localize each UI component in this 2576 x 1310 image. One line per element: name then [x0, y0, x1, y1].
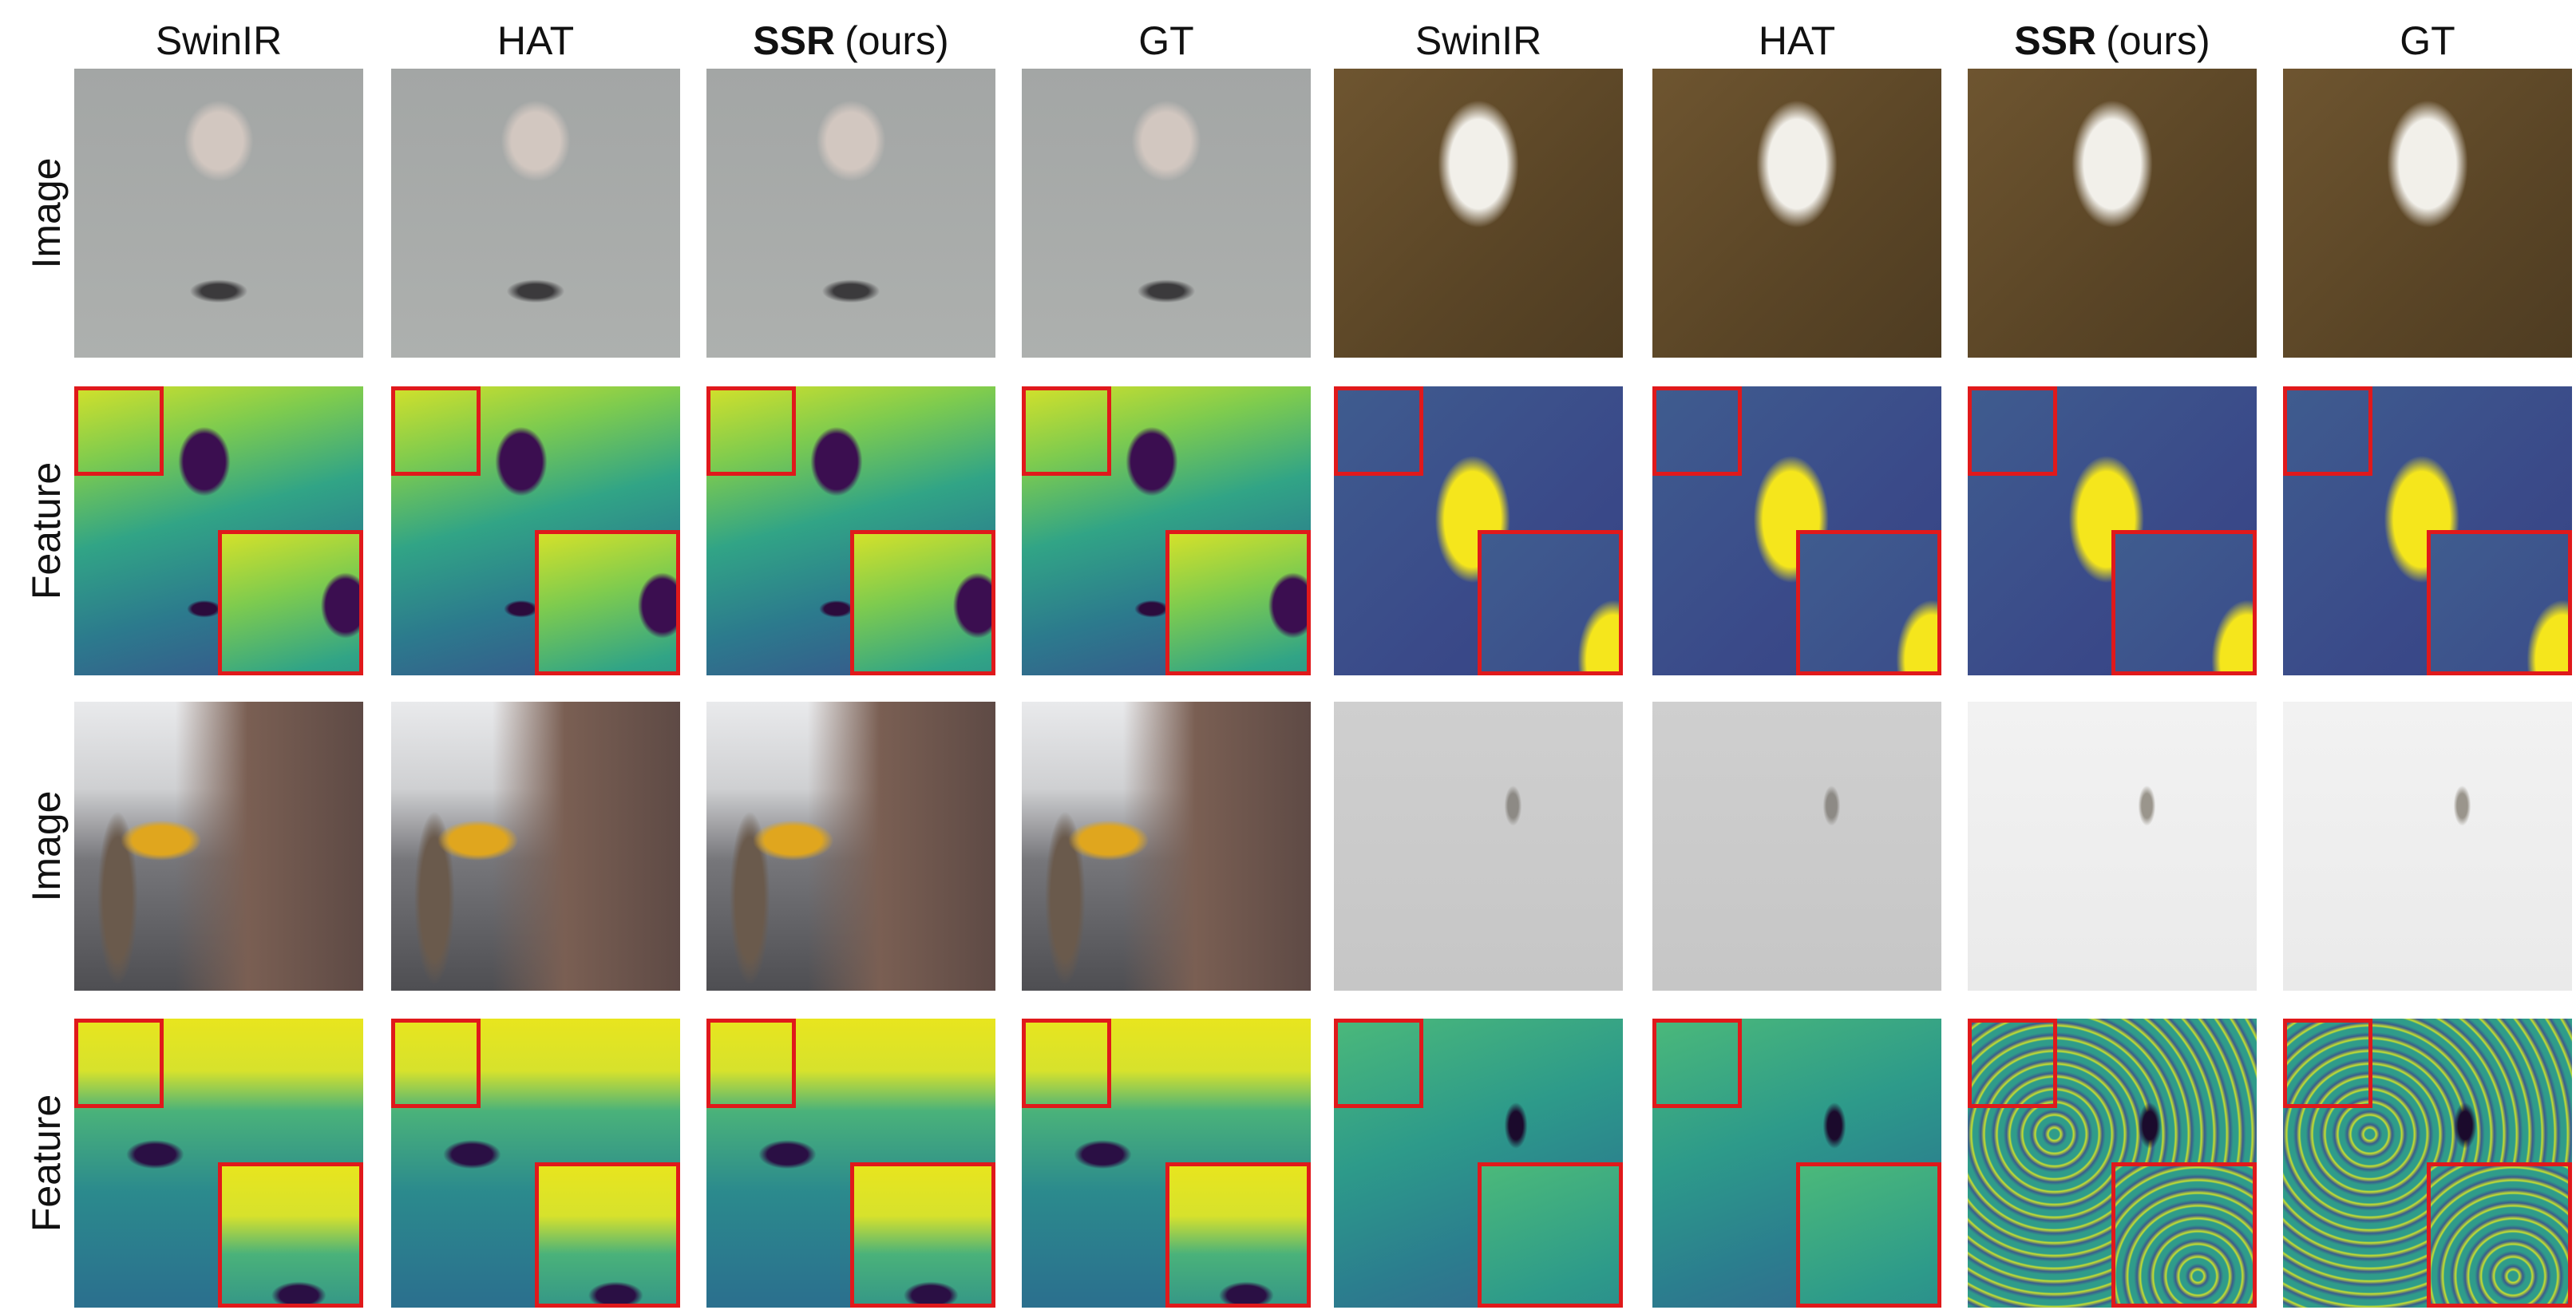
zoom-inset	[218, 1162, 363, 1308]
column-header: HAT	[1637, 18, 1957, 64]
zoom-inset	[1796, 1162, 1941, 1308]
image-panel	[1652, 1019, 1941, 1308]
image-panel	[391, 1019, 680, 1308]
zoom-box	[74, 386, 164, 476]
image-panel	[1022, 702, 1311, 991]
zoom-box	[1968, 1019, 2057, 1108]
zoom-box	[2283, 386, 2372, 476]
zoom-box	[1334, 386, 1423, 476]
row-label: Image	[24, 157, 69, 269]
image-panel	[1334, 1019, 1623, 1308]
zoom-box	[391, 386, 481, 476]
image-panel	[1022, 69, 1311, 358]
zoom-box	[74, 1019, 164, 1108]
image-panel	[2283, 702, 2572, 991]
method-name: SwinIR	[155, 18, 283, 63]
zoom-inset	[2427, 1162, 2572, 1308]
zoom-inset	[535, 530, 680, 675]
zoom-box	[1022, 386, 1111, 476]
zoom-inset	[850, 530, 995, 675]
column-header: SSR (ours)	[1953, 18, 2272, 64]
image-panel	[2283, 69, 2572, 358]
image-panel	[1968, 386, 2257, 675]
row-label: Feature	[24, 461, 69, 600]
image-panel	[391, 69, 680, 358]
method-name: GT	[2400, 18, 2455, 63]
column-header: SSR (ours)	[691, 18, 1011, 64]
image-panel	[1968, 1019, 2257, 1308]
image-panel	[1334, 386, 1623, 675]
image-panel	[1334, 69, 1623, 358]
column-header: GT	[1007, 18, 1326, 64]
image-panel	[391, 386, 680, 675]
image-panel	[706, 69, 995, 358]
zoom-box	[1652, 386, 1742, 476]
zoom-box	[1022, 1019, 1111, 1108]
image-panel	[1652, 69, 1941, 358]
image-panel	[1022, 1019, 1311, 1308]
image-panel	[74, 386, 363, 675]
image-panel	[706, 702, 995, 991]
image-panel	[1334, 702, 1623, 991]
image-panel	[706, 1019, 995, 1308]
zoom-inset	[1165, 1162, 1311, 1308]
zoom-inset	[1478, 1162, 1623, 1308]
method-note: (ours)	[2106, 18, 2210, 63]
image-panel	[1652, 702, 1941, 991]
column-header: SwinIR	[1319, 18, 1638, 64]
zoom-box	[2283, 1019, 2372, 1108]
zoom-inset	[535, 1162, 680, 1308]
zoom-inset	[2111, 1162, 2257, 1308]
method-name: GT	[1138, 18, 1194, 63]
method-name: HAT	[497, 18, 575, 63]
zoom-box	[706, 386, 796, 476]
row-label: Feature	[24, 1094, 69, 1233]
row-label: Image	[24, 790, 69, 902]
zoom-inset	[2111, 530, 2257, 675]
image-panel	[391, 702, 680, 991]
image-panel	[1022, 386, 1311, 675]
method-name: SSR	[2014, 18, 2097, 63]
image-panel	[1968, 69, 2257, 358]
zoom-box	[1652, 1019, 1742, 1108]
image-panel	[74, 1019, 363, 1308]
image-panel	[1968, 702, 2257, 991]
method-name: SSR	[753, 18, 836, 63]
zoom-inset	[1478, 530, 1623, 675]
image-panel	[2283, 386, 2572, 675]
image-panel	[74, 69, 363, 358]
image-panel	[1652, 386, 1941, 675]
column-header: GT	[2268, 18, 2576, 64]
zoom-box	[391, 1019, 481, 1108]
image-panel	[2283, 1019, 2572, 1308]
zoom-box	[1968, 386, 2057, 476]
method-name: HAT	[1758, 18, 1836, 63]
column-header: HAT	[376, 18, 695, 64]
image-panel	[706, 386, 995, 675]
column-header: SwinIR	[59, 18, 378, 64]
zoom-inset	[218, 530, 363, 675]
zoom-inset	[1165, 530, 1311, 675]
zoom-inset	[850, 1162, 995, 1308]
zoom-inset	[1796, 530, 1941, 675]
zoom-inset	[2427, 530, 2572, 675]
method-note: (ours)	[845, 18, 949, 63]
method-name: SwinIR	[1415, 18, 1542, 63]
zoom-box	[1334, 1019, 1423, 1108]
image-panel	[74, 702, 363, 991]
zoom-box	[706, 1019, 796, 1108]
